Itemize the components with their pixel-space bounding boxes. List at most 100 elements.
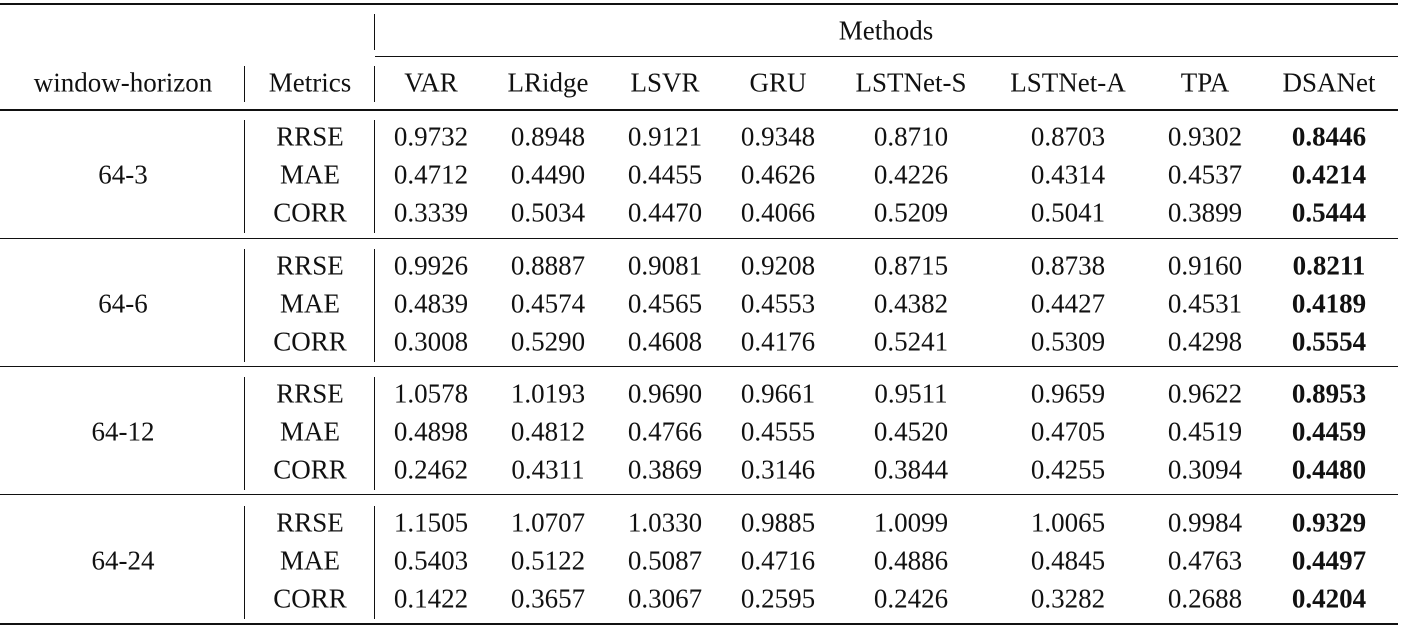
table-cell: 0.4470 [627, 197, 703, 228]
table-cell: 0.3282 [1030, 583, 1106, 614]
table-cell: 0.8715 [873, 250, 949, 281]
table-cell: 0.9690 [627, 378, 703, 409]
table-cell: 1.0707 [510, 507, 586, 538]
metric-label: RRSE [276, 378, 344, 409]
table-cell: 0.2426 [873, 583, 949, 614]
table-cell: 0.8948 [510, 121, 586, 152]
table-cell: 0.3869 [627, 454, 703, 485]
group-divider [374, 506, 375, 619]
column-header-lridge: LRidge [507, 67, 589, 98]
column-header-dsanet: DSANet [1282, 67, 1376, 98]
header-divider [374, 66, 375, 102]
table-cell: 1.0065 [1030, 507, 1106, 538]
table-cell: 0.3339 [393, 197, 469, 228]
table-cell: 0.9208 [740, 250, 816, 281]
table-cell: 0.9732 [393, 121, 469, 152]
table-cell: 0.5290 [510, 326, 586, 357]
table-cell: 0.4189 [1291, 288, 1367, 319]
table-cell: 0.2462 [393, 454, 469, 485]
table-cell: 1.0330 [627, 507, 703, 538]
table-cell: 0.4839 [393, 288, 469, 319]
table-cell: 0.2688 [1167, 583, 1243, 614]
table-cell: 0.9926 [393, 250, 469, 281]
metric-label: CORR [273, 583, 347, 614]
table-cell: 0.5554 [1291, 326, 1367, 357]
table-cell: 0.4382 [873, 288, 949, 319]
table-cell: 0.9659 [1030, 378, 1106, 409]
table-cell: 0.4490 [510, 159, 586, 190]
table-cell: 0.5241 [873, 326, 949, 357]
table-cell: 0.9348 [740, 121, 816, 152]
table-cell: 0.5309 [1030, 326, 1106, 357]
header-divider [374, 14, 375, 50]
table-cell: 0.4519 [1167, 416, 1243, 447]
table-cell: 0.4898 [393, 416, 469, 447]
table-cell: 0.9302 [1167, 121, 1243, 152]
group-rule [0, 366, 1398, 367]
table-cell: 0.4226 [873, 159, 949, 190]
group-divider [244, 120, 245, 233]
table-cell: 0.8738 [1030, 250, 1106, 281]
table-cell: 0.5087 [627, 545, 703, 576]
window-horizon-label: 64-24 [91, 545, 155, 576]
table-cell: 0.4214 [1291, 159, 1367, 190]
group-divider [244, 249, 245, 362]
metric-label: MAE [280, 545, 340, 576]
table-cell: 1.0099 [873, 507, 949, 538]
header-divider [244, 66, 245, 102]
table-cell: 0.9885 [740, 507, 816, 538]
table-cell: 0.4555 [740, 416, 816, 447]
metric-label: CORR [273, 197, 347, 228]
metric-label: RRSE [276, 250, 344, 281]
table-cell: 0.5403 [393, 545, 469, 576]
table-cell: 0.3067 [627, 583, 703, 614]
table-cell: 1.1505 [393, 507, 469, 538]
methods-rule [375, 56, 1398, 57]
table-cell: 0.4531 [1167, 288, 1243, 319]
table-cell: 0.9661 [740, 378, 816, 409]
metric-label: MAE [280, 159, 340, 190]
table-cell: 0.8953 [1291, 378, 1367, 409]
column-header-var: VAR [404, 67, 458, 98]
table-cell: 0.3094 [1167, 454, 1243, 485]
table-cell: 0.8211 [1292, 250, 1366, 281]
window-horizon-label: 64-6 [98, 288, 148, 319]
table-cell: 0.9081 [627, 250, 703, 281]
table-cell: 0.4886 [873, 545, 949, 576]
table-cell: 0.8887 [510, 250, 586, 281]
table-cell: 0.4314 [1030, 159, 1106, 190]
group-divider [244, 377, 245, 490]
table-cell: 0.5122 [510, 545, 586, 576]
metric-label: MAE [280, 416, 340, 447]
bottom-rule [0, 623, 1398, 625]
column-header-window-horizon: window-horizon [33, 67, 213, 98]
table-cell: 0.4574 [510, 288, 586, 319]
table-cell: 0.9984 [1167, 507, 1243, 538]
table-cell: 0.9121 [627, 121, 703, 152]
table-cell: 0.4298 [1167, 326, 1243, 357]
table-cell: 0.4066 [740, 197, 816, 228]
table-cell: 0.3146 [740, 454, 816, 485]
table-cell: 1.0578 [393, 378, 469, 409]
table-cell: 0.2595 [740, 583, 816, 614]
table-cell: 0.9622 [1167, 378, 1243, 409]
table-cell: 0.3008 [393, 326, 469, 357]
table-cell: 0.5041 [1030, 197, 1106, 228]
table-cell: 0.5034 [510, 197, 586, 228]
table-cell: 0.4565 [627, 288, 703, 319]
table-cell: 0.4812 [510, 416, 586, 447]
table-cell: 0.4204 [1291, 583, 1367, 614]
table-cell: 0.4626 [740, 159, 816, 190]
table-cell: 0.4520 [873, 416, 949, 447]
table-cell: 0.4705 [1030, 416, 1106, 447]
table-cell: 0.4766 [627, 416, 703, 447]
table-cell: 0.4537 [1167, 159, 1243, 190]
table-cell: 0.4716 [740, 545, 816, 576]
table-cell: 0.9329 [1291, 507, 1367, 538]
methods-header: Methods [838, 15, 934, 46]
table-cell: 0.8710 [873, 121, 949, 152]
table-cell: 0.4608 [627, 326, 703, 357]
column-header-metrics: Metrics [268, 67, 352, 98]
table-cell: 0.4255 [1030, 454, 1106, 485]
